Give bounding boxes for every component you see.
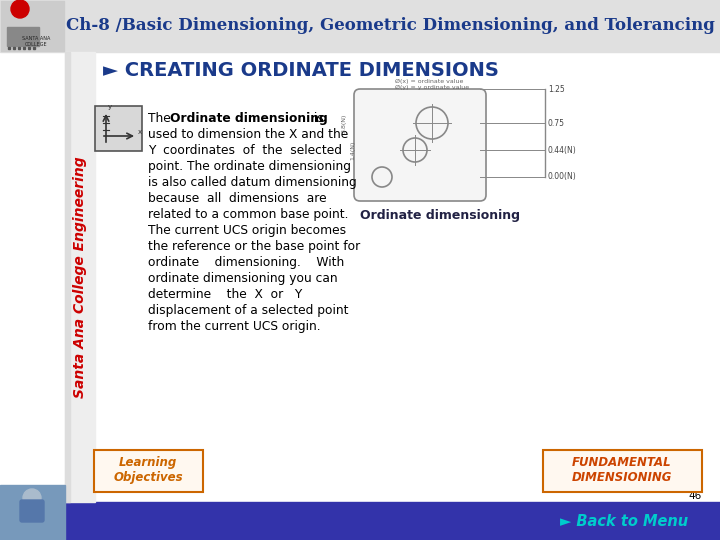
Bar xyxy=(65,52,95,502)
Text: displacement of a selected point: displacement of a selected point xyxy=(148,304,348,317)
Text: ► CREATING ORDINATE DIMENSIONS: ► CREATING ORDINATE DIMENSIONS xyxy=(103,60,499,79)
Text: because  all  dimensions  are: because all dimensions are xyxy=(148,192,327,205)
Text: ordinate dimensioning you can: ordinate dimensioning you can xyxy=(148,272,338,285)
Circle shape xyxy=(11,0,29,18)
Text: determine    the  X  or   Y: determine the X or Y xyxy=(148,288,302,301)
FancyBboxPatch shape xyxy=(20,500,44,522)
Text: 1.4(N): 1.4(N) xyxy=(350,140,355,160)
Text: Santa Ana College Engineering: Santa Ana College Engineering xyxy=(73,156,87,398)
Text: The: The xyxy=(148,112,175,125)
Text: 46: 46 xyxy=(689,491,702,501)
Text: COLLEGE: COLLEGE xyxy=(24,42,48,46)
Text: from the current UCS origin.: from the current UCS origin. xyxy=(148,320,320,333)
Text: 3.8(N): 3.8(N) xyxy=(342,113,347,133)
Text: 0.44(N): 0.44(N) xyxy=(548,145,577,154)
Text: is: is xyxy=(310,112,324,125)
Text: related to a common base point.: related to a common base point. xyxy=(148,208,348,221)
Text: 0.00(N): 0.00(N) xyxy=(548,172,577,181)
Text: Ch-8 /Basic Dimensioning, Geometric Dimensioning, and Tolerancing: Ch-8 /Basic Dimensioning, Geometric Dime… xyxy=(66,17,714,35)
Text: 1.25: 1.25 xyxy=(548,84,564,93)
Circle shape xyxy=(23,489,41,507)
Bar xyxy=(65,52,70,502)
Text: Ø(y) = y ordinate value: Ø(y) = y ordinate value xyxy=(395,84,469,90)
Text: used to dimension the X and the: used to dimension the X and the xyxy=(148,128,348,141)
Text: Ordinate dimensioning: Ordinate dimensioning xyxy=(360,209,520,222)
Text: Ø(x) = ordinate value: Ø(x) = ordinate value xyxy=(395,78,464,84)
Text: Learning
Objectives: Learning Objectives xyxy=(113,456,183,484)
Bar xyxy=(0,485,65,540)
Text: FUNDAMENTAL
DIMENSIONING: FUNDAMENTAL DIMENSIONING xyxy=(572,456,672,484)
Text: is also called datum dimensioning: is also called datum dimensioning xyxy=(148,176,356,189)
Text: SANTA ANA: SANTA ANA xyxy=(22,36,50,40)
Text: the reference or the base point for: the reference or the base point for xyxy=(148,240,360,253)
FancyBboxPatch shape xyxy=(354,89,486,201)
FancyBboxPatch shape xyxy=(543,450,702,492)
Text: x: x xyxy=(138,129,142,135)
Text: ordinate    dimensioning.    With: ordinate dimensioning. With xyxy=(148,256,344,269)
Text: y: y xyxy=(108,104,112,110)
FancyBboxPatch shape xyxy=(94,450,203,492)
FancyBboxPatch shape xyxy=(95,106,142,151)
Bar xyxy=(65,502,720,540)
Text: ► Back to Menu: ► Back to Menu xyxy=(560,514,688,529)
Text: The current UCS origin becomes: The current UCS origin becomes xyxy=(148,224,346,237)
Text: 0.75: 0.75 xyxy=(548,118,565,127)
Text: Y  coordinates  of  the  selected: Y coordinates of the selected xyxy=(148,144,342,157)
Bar xyxy=(7,27,39,46)
Bar xyxy=(1,1,64,51)
Bar xyxy=(0,0,720,52)
Text: Ordinate dimensioning: Ordinate dimensioning xyxy=(170,112,328,125)
Text: point. The ordinate dimensioning: point. The ordinate dimensioning xyxy=(148,160,351,173)
